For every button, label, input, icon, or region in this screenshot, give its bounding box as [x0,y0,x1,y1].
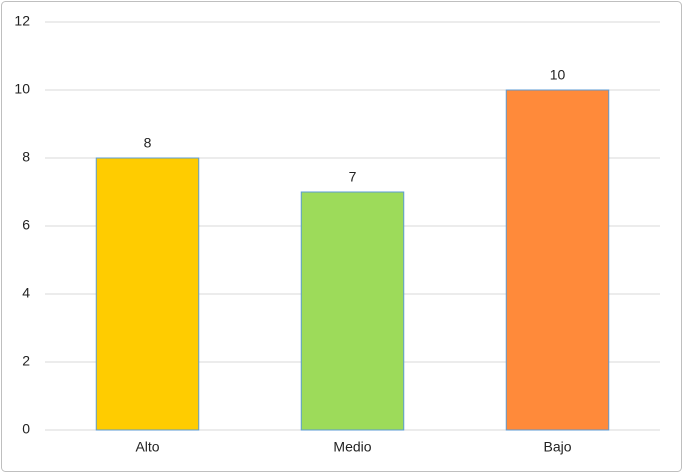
y-tick-label: 10 [14,81,30,97]
data-label: 10 [550,67,566,83]
y-tick-label: 4 [22,285,30,301]
y-tick-label: 0 [22,421,30,437]
y-tick-label: 6 [22,217,30,233]
data-label: 7 [349,169,357,185]
bar [300,191,405,431]
x-tick-label: Medio [333,439,371,455]
y-tick-label: 12 [14,13,30,29]
bar [95,157,200,431]
x-tick-label: Alto [135,439,159,455]
y-tick-label: 2 [22,353,30,369]
bar [505,89,610,431]
data-label: 8 [144,135,152,151]
x-tick-label: Bajo [543,439,571,455]
y-tick-label: 8 [22,149,30,165]
